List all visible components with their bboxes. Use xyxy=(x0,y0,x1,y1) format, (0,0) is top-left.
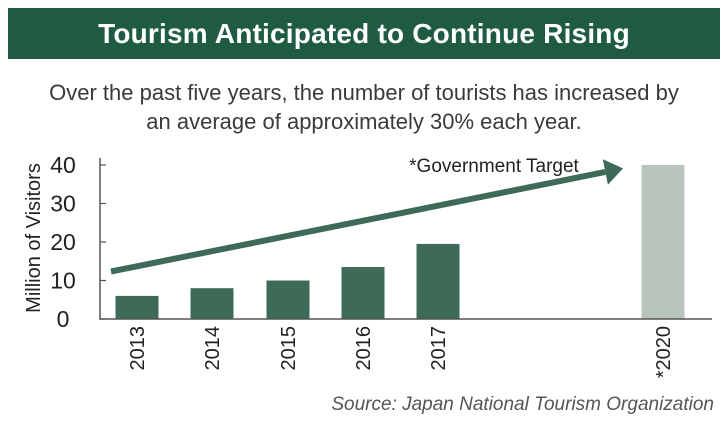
bar-2013 xyxy=(115,295,159,319)
y-tick-label: 0 xyxy=(57,306,70,332)
bars-layer xyxy=(115,165,685,319)
bar-2016 xyxy=(341,267,385,319)
chart-title: Tourism Anticipated to Continue Rising xyxy=(98,17,630,49)
chart-subtitle: Over the past five years, the number of … xyxy=(0,78,728,136)
trend-arrow-shaft xyxy=(110,169,606,275)
source-note: Source: Japan National Tourism Organizat… xyxy=(331,394,714,415)
y-tick-label: 20 xyxy=(50,229,76,255)
bar-2017 xyxy=(416,243,460,319)
annotation-label: *Government Target xyxy=(409,156,579,177)
y-tick-label: 30 xyxy=(50,191,76,217)
x-tick-label: *2020 xyxy=(653,326,675,378)
bar-2015 xyxy=(266,280,310,319)
subtitle-line-1: Over the past five years, the number of … xyxy=(49,80,679,105)
x-tick-label: 2013 xyxy=(127,326,149,371)
ticks-layer: 0 10 20 30 40 2013 2014 2015 2016 2017 *2020 Millio… xyxy=(23,152,675,378)
x-tick-label: 2014 xyxy=(202,326,224,371)
bar-target-2020 xyxy=(641,165,685,319)
y-tick-label: 40 xyxy=(50,152,76,178)
x-tick-label: 2016 xyxy=(353,326,375,371)
title-banner: Tourism Anticipated to Continue Rising xyxy=(8,8,720,59)
y-tick-label: 10 xyxy=(50,268,76,294)
axes-layer xyxy=(99,158,712,320)
y-axis-label: Million of Visitors xyxy=(23,163,45,313)
x-tick-label: 2015 xyxy=(278,326,300,371)
arrow-layer: *Government Target xyxy=(110,156,623,275)
subtitle-line-2: an average of approximately 30% each yea… xyxy=(146,109,582,134)
trend-arrow-head xyxy=(602,159,623,185)
bar-2014 xyxy=(190,288,234,319)
x-tick-label: 2017 xyxy=(428,326,450,371)
